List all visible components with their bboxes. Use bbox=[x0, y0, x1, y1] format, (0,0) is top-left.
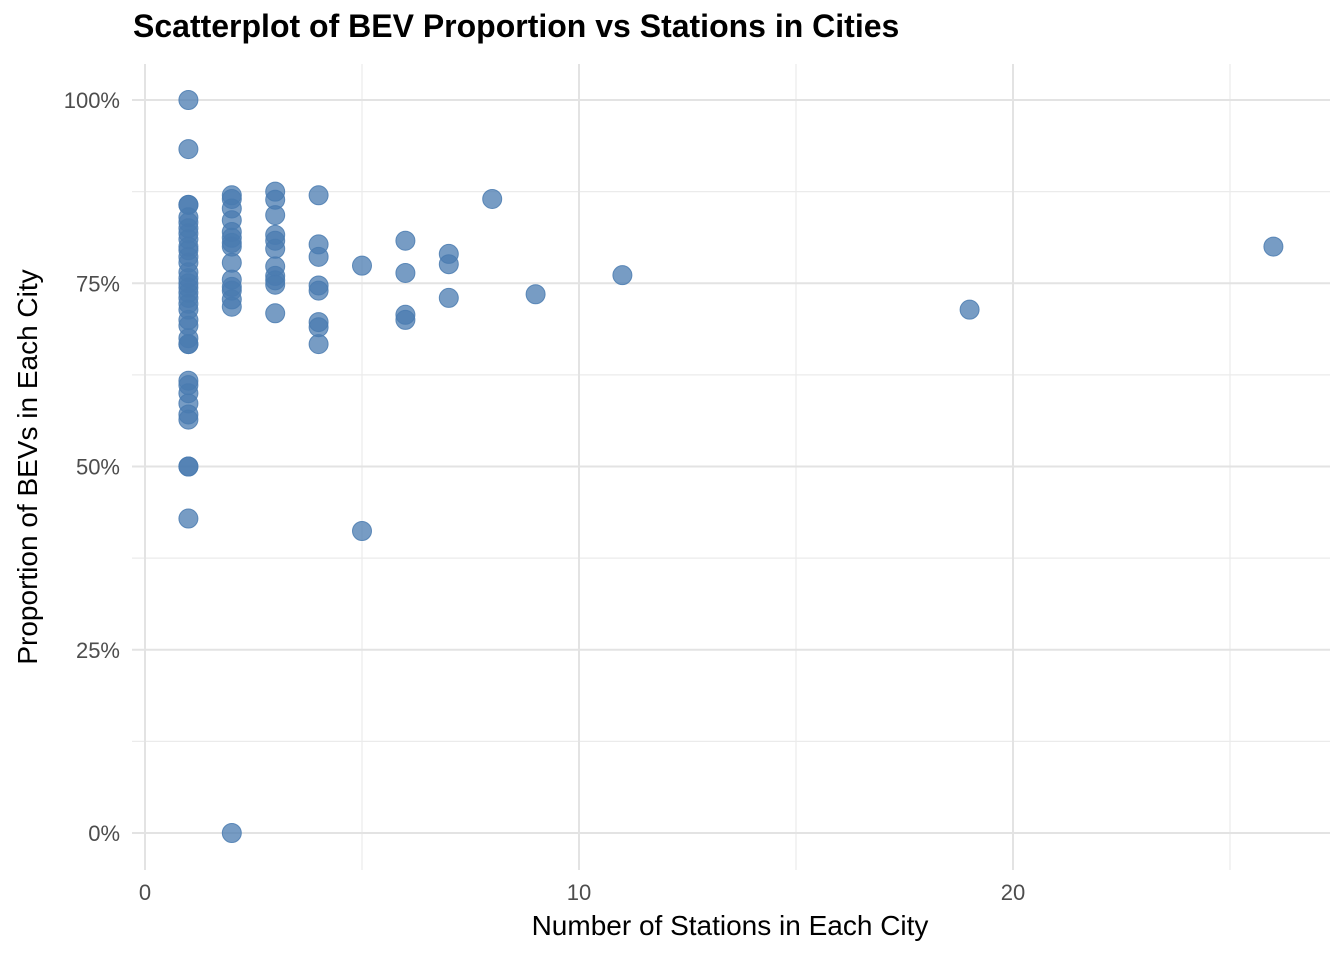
data-point bbox=[438, 287, 459, 308]
y-tick-label: 100% bbox=[64, 88, 120, 113]
data-point bbox=[178, 508, 199, 529]
data-point bbox=[178, 139, 199, 160]
x-tick-label: 0 bbox=[139, 880, 151, 905]
data-point bbox=[308, 280, 329, 301]
data-point bbox=[308, 246, 329, 267]
x-axis-label: Number of Stations in Each City bbox=[531, 910, 929, 941]
data-point bbox=[395, 309, 416, 330]
data-point bbox=[612, 265, 633, 286]
data-point bbox=[395, 262, 416, 283]
x-tick-label: 20 bbox=[1001, 880, 1025, 905]
data-point bbox=[352, 521, 372, 542]
major-gridlines bbox=[132, 64, 1330, 870]
data-point bbox=[308, 317, 329, 338]
chart-title: Scatterplot of BEV Proportion vs Station… bbox=[133, 8, 900, 44]
data-point bbox=[438, 254, 459, 275]
x-tick-label: 10 bbox=[567, 880, 591, 905]
data-point bbox=[308, 185, 329, 206]
data-point bbox=[482, 188, 503, 209]
data-point bbox=[395, 230, 416, 251]
y-axis-label: Proportion of BEVs in Each City bbox=[12, 269, 43, 665]
data-point bbox=[178, 334, 199, 355]
data-point bbox=[178, 409, 199, 430]
data-point bbox=[265, 238, 286, 259]
data-point bbox=[525, 284, 546, 305]
x-tick-labels: 0 10 20 bbox=[139, 880, 1025, 905]
y-tick-label: 0% bbox=[88, 821, 120, 846]
data-point bbox=[265, 303, 286, 324]
data-point bbox=[221, 252, 242, 273]
data-point bbox=[265, 205, 286, 226]
y-tick-label: 50% bbox=[76, 455, 120, 480]
data-point bbox=[221, 296, 242, 317]
data-point bbox=[959, 299, 980, 320]
y-tick-label: 75% bbox=[76, 271, 120, 296]
data-point bbox=[308, 334, 329, 355]
data-point bbox=[265, 274, 286, 295]
data-point bbox=[1263, 236, 1284, 257]
data-point bbox=[178, 456, 199, 477]
y-tick-labels: 0% 25% 50% 75% 100% bbox=[64, 88, 120, 846]
data-point bbox=[178, 90, 199, 110]
data-points bbox=[178, 90, 1284, 843]
data-point bbox=[221, 823, 242, 843]
y-tick-label: 25% bbox=[76, 638, 120, 663]
data-point bbox=[352, 255, 372, 276]
